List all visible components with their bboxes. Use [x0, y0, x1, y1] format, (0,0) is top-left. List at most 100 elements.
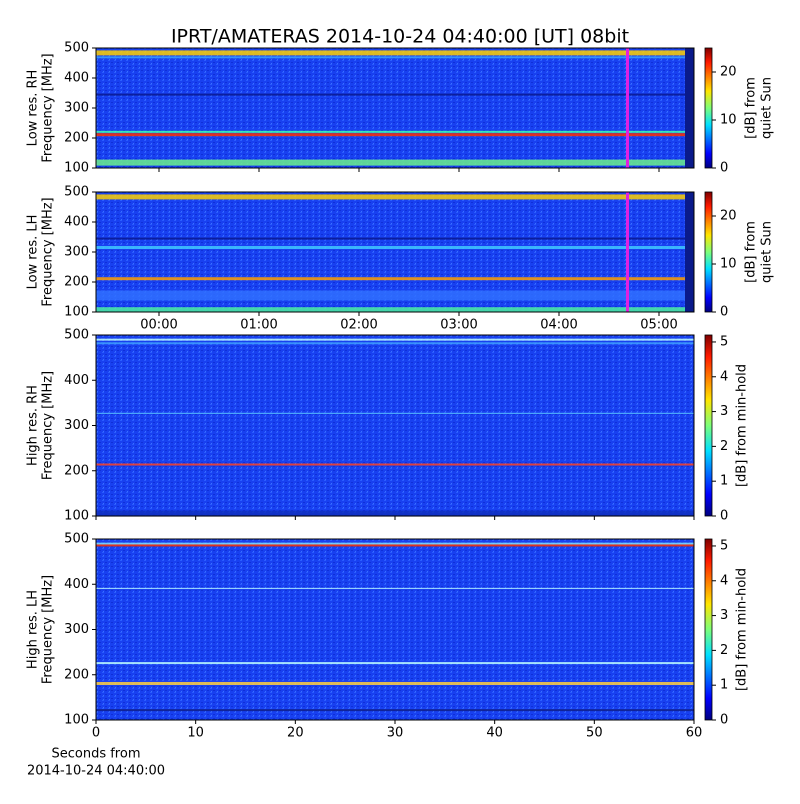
- y-axis-label: Frequency [MHz]: [41, 53, 56, 162]
- colorbar-tick-label: 0: [720, 713, 728, 728]
- spectral-band: [96, 463, 694, 466]
- time-marker: [626, 48, 629, 168]
- time-marker: [626, 192, 629, 312]
- x-tick-label: 20: [287, 726, 304, 741]
- spectral-band: [96, 194, 694, 200]
- y-tick-label: 200: [64, 667, 89, 682]
- spectral-band: [96, 412, 694, 414]
- spectral-band: [96, 246, 694, 249]
- x-tick-label: 40: [486, 726, 503, 741]
- spectral-band: [96, 709, 694, 712]
- y-tick-label: 200: [64, 463, 89, 478]
- colorbar-tick-label: 0: [720, 509, 728, 524]
- colorbar-tick-label: 20: [720, 209, 737, 224]
- figure-title: IPRT/AMATERAS 2014-10-24 04:40:00 [UT] 0…: [171, 26, 629, 48]
- y-tick-label: 400: [64, 373, 89, 388]
- y-tick-label: 200: [64, 131, 89, 146]
- spectral-band: [96, 56, 694, 59]
- y-tick-label: 500: [64, 328, 89, 343]
- x-tick-label: 30: [387, 726, 404, 741]
- colorbar-label: quiet Sun: [760, 221, 775, 283]
- spectral-band: [96, 542, 694, 545]
- data-gap: [685, 192, 694, 312]
- colorbar: [704, 47, 713, 169]
- y-axis-label: Frequency [MHz]: [41, 197, 56, 306]
- spectral-band: [96, 50, 694, 56]
- y-tick-label: 300: [64, 245, 89, 260]
- colorbar-label: [dB] from min-hold: [735, 568, 750, 691]
- x-tick-label: 0: [92, 726, 100, 741]
- y-tick-label: 500: [64, 41, 89, 56]
- colorbar-tick-label: 4: [720, 573, 728, 588]
- y-tick-label: 100: [64, 713, 89, 728]
- colorbar-tick-label: 3: [720, 608, 728, 623]
- spectrogram: [96, 539, 694, 720]
- x-tick-label: 05:00: [640, 318, 677, 333]
- colorbar-label: [dB] from min-hold: [735, 364, 750, 487]
- spectral-band: [96, 237, 694, 240]
- colorbar-tick-label: 0: [720, 305, 728, 320]
- y-axis-label: High res. RH: [26, 385, 41, 466]
- spectral-band: [96, 587, 694, 589]
- y-tick-label: 400: [64, 577, 89, 592]
- colorbar-tick-label: 1: [720, 474, 728, 489]
- y-axis-label: Low res. LH: [26, 215, 41, 290]
- spectral-band: [96, 510, 694, 517]
- colorbar-tick-label: 3: [720, 404, 728, 419]
- colorbar-tick-label: 2: [720, 643, 728, 658]
- colorbar-label: quiet Sun: [760, 77, 775, 139]
- y-tick-label: 100: [64, 509, 89, 524]
- colorbar-tick-label: 4: [720, 369, 728, 384]
- x-tick-label: 60: [686, 726, 703, 741]
- x-tick-label: 04:00: [540, 318, 577, 333]
- spectrogram: [96, 48, 694, 168]
- spectral-band: [96, 544, 694, 547]
- colorbar-tick-label: 5: [720, 538, 728, 553]
- colorbar-tick-label: 5: [720, 334, 728, 349]
- spectral-band: [96, 662, 694, 665]
- y-axis-label: Frequency [MHz]: [41, 371, 56, 480]
- colorbar-tick-label: 2: [720, 439, 728, 454]
- y-tick-label: 300: [64, 622, 89, 637]
- y-tick-label: 100: [64, 305, 89, 320]
- x-axis-label: 2014-10-24 04:40:00: [27, 764, 165, 779]
- x-tick-label: 00:00: [140, 318, 177, 333]
- colorbar-label: [dB] from: [744, 77, 759, 139]
- colorbar-tick-label: 0: [720, 161, 728, 176]
- spectral-band: [96, 290, 694, 301]
- spectral-band: [96, 277, 694, 281]
- colorbar: [704, 191, 713, 313]
- colorbar-tick-label: 20: [720, 65, 737, 80]
- spectral-band: [96, 93, 694, 96]
- colorbar-tick-label: 10: [720, 257, 737, 272]
- spectrogram: [96, 335, 694, 516]
- x-tick-label: 01:00: [240, 318, 277, 333]
- spectral-band: [96, 133, 694, 137]
- y-tick-label: 400: [64, 71, 89, 86]
- x-tick-label: 02:00: [340, 318, 377, 333]
- spectral-band: [96, 338, 694, 341]
- x-tick-label: 10: [187, 726, 204, 741]
- y-tick-label: 500: [64, 185, 89, 200]
- spectral-band: [96, 681, 694, 685]
- colorbar: [704, 334, 713, 517]
- y-axis-label: High res. LH: [26, 590, 41, 669]
- x-axis-label: Seconds from: [51, 747, 140, 762]
- colorbar: [704, 538, 713, 721]
- colorbar-tick-label: 1: [720, 678, 728, 693]
- y-axis-label: Low res. RH: [26, 70, 41, 147]
- colorbar-tick-label: 10: [720, 113, 737, 128]
- y-tick-label: 200: [64, 275, 89, 290]
- colorbar-label: [dB] from: [744, 221, 759, 283]
- y-axis-label: Frequency [MHz]: [41, 575, 56, 684]
- spectral-band: [96, 159, 694, 166]
- y-tick-label: 100: [64, 161, 89, 176]
- y-tick-label: 500: [64, 532, 89, 547]
- data-gap: [685, 48, 694, 168]
- y-tick-label: 400: [64, 215, 89, 230]
- y-tick-label: 300: [64, 101, 89, 116]
- x-tick-label: 03:00: [440, 318, 477, 333]
- y-tick-label: 300: [64, 418, 89, 433]
- spectral-band: [96, 307, 694, 313]
